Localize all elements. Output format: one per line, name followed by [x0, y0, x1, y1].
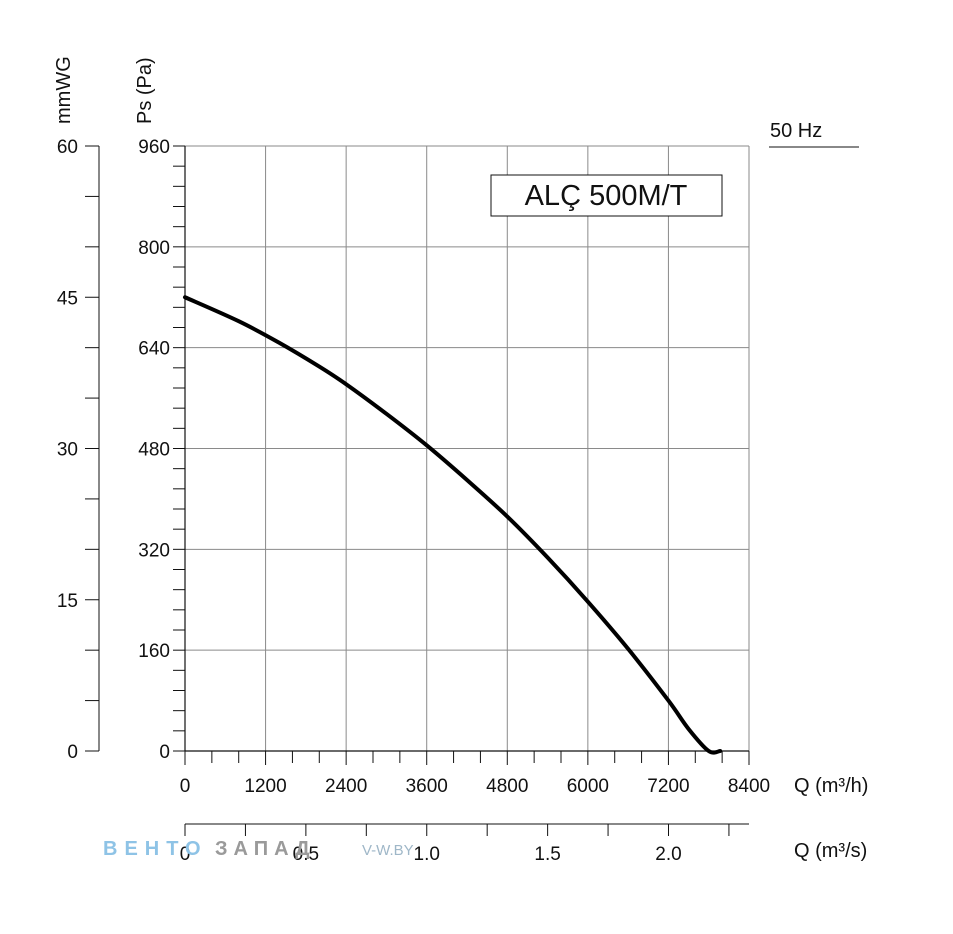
model-label-box: [490, 174, 723, 217]
x-tick-label-m3s: 1.5: [534, 844, 560, 865]
model-label: ALÇ 500M/T: [525, 180, 688, 212]
x-tick-label-m3h: 1200: [244, 776, 286, 797]
y-tick-label-pa: 960: [138, 137, 170, 158]
watermark-site: V-W.BY: [362, 842, 414, 859]
frequency-label: 50 Hz: [770, 120, 822, 142]
watermark-brand-a: ВЕНТО: [103, 838, 208, 860]
x-tick-label-m3h: 4800: [486, 776, 528, 797]
y-tick-label-mmwg: 0: [67, 742, 78, 763]
tick-labels: 0 160 320 480 640 800 960 0 15 30 45 60 0 1200 2400 360…: [57, 137, 770, 865]
x-axis-label-m3s: Q (m³/s): [794, 840, 867, 862]
x-axis-label-m3h: Q (m³/h): [794, 775, 868, 797]
y-tick-label-pa: 0: [159, 742, 170, 763]
watermark-brand-b: ЗАПАД: [215, 838, 316, 860]
x-tick-label-m3s: 1.0: [414, 844, 440, 865]
x-tick-label-m3h: 0: [180, 776, 191, 797]
y-tick-label-mmwg: 30: [57, 440, 78, 461]
x-tick-label-m3h: 2400: [325, 776, 367, 797]
y-tick-label-pa: 800: [138, 238, 170, 259]
x-tick-label-m3h: 6000: [567, 776, 609, 797]
y-tick-label-pa: 160: [138, 641, 170, 662]
x-tick-label-m3h: 3600: [406, 776, 448, 797]
grid: [184, 145, 750, 752]
y-tick-label-pa: 480: [138, 440, 170, 461]
y-axis-label-mmwg: mmWG: [53, 56, 75, 124]
y-tick-label-pa: 320: [138, 540, 170, 561]
ticks: [85, 145, 750, 836]
x-tick-label-m3s: 0: [180, 844, 191, 865]
fan-curve-line: [183, 295, 723, 755]
axes: [98, 146, 749, 825]
y-axis-label-pa: Ps (Pa): [134, 57, 156, 124]
y-tick-label-mmwg: 60: [57, 137, 78, 158]
x-tick-label-m3h: 8400: [728, 776, 770, 797]
x-tick-label-m3s: 2.0: [655, 844, 681, 865]
x-tick-label-m3h: 7200: [647, 776, 689, 797]
y-tick-label-pa: 640: [138, 339, 170, 360]
series: [183, 295, 723, 755]
y-tick-label-mmwg: 45: [57, 288, 78, 309]
y-tick-label-mmwg: 15: [57, 591, 78, 612]
x-tick-label-m3s: 0.5: [293, 844, 319, 865]
